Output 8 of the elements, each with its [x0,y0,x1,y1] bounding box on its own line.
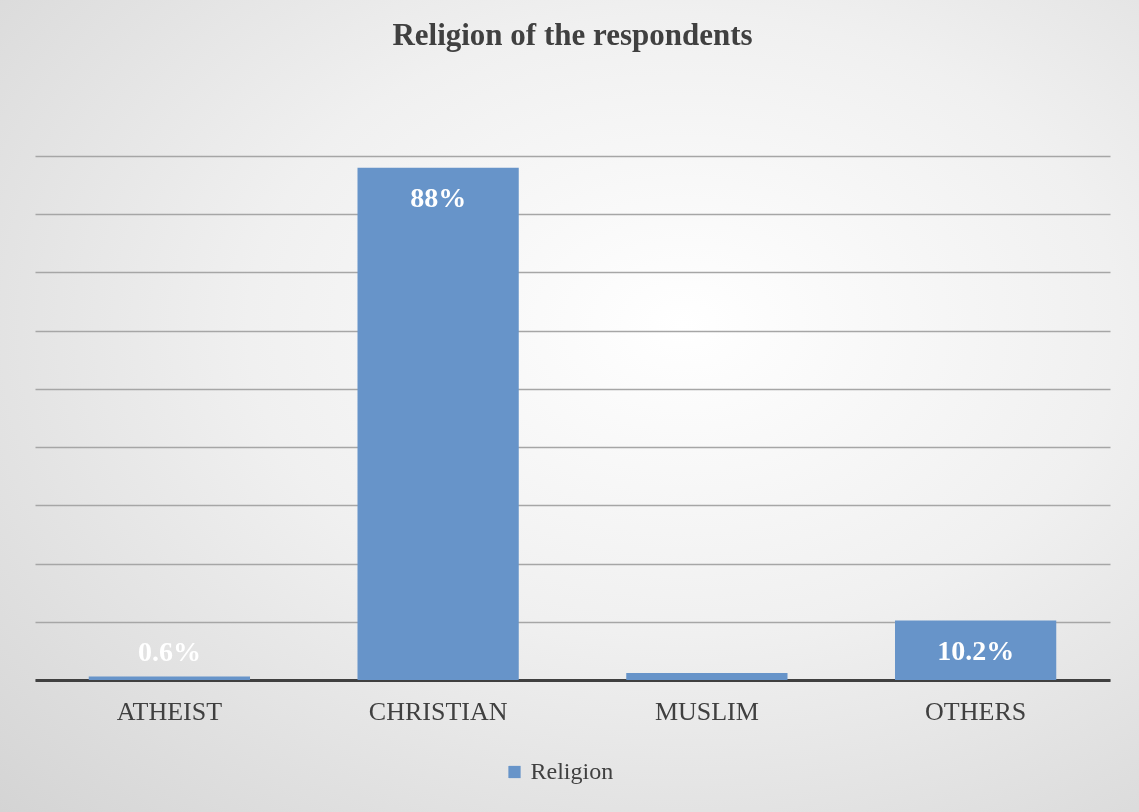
chart-title: Religion of the respondents [392,17,753,52]
data-label: 10.2% [937,634,1015,666]
x-tick-label: ATHEIST [116,696,223,726]
x-tick-label: OTHERS [925,696,1027,726]
x-tick-label: CHRISTIAN [368,696,508,726]
x-tick-label: MUSLIM [654,696,759,726]
legend-label: Religion [530,758,614,784]
data-label: 88% [410,181,467,213]
